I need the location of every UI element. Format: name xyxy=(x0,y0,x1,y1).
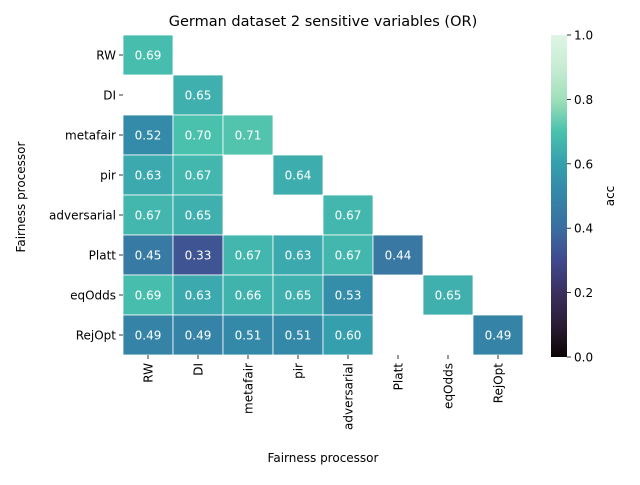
heatmap-cell xyxy=(222,234,274,276)
cell-value-label: 0.52 xyxy=(135,129,162,143)
cell-value-label: 0.44 xyxy=(385,249,412,263)
cell-value-label: 0.60 xyxy=(335,329,362,343)
cell-value-label: 0.33 xyxy=(185,249,212,263)
heatmap-cell xyxy=(422,274,474,316)
y-tick-label: eqOdds xyxy=(70,289,116,303)
colorbar-tick-label: 0.0 xyxy=(574,351,593,365)
cell-value-label: 0.70 xyxy=(185,129,212,143)
heatmap-cell xyxy=(322,194,374,236)
cell-value-label: 0.66 xyxy=(235,289,262,303)
cell-value-label: 0.53 xyxy=(335,289,362,303)
x-axis-label: Fairness processor xyxy=(268,451,379,465)
colorbar xyxy=(551,35,567,357)
y-tick-label: adversarial xyxy=(49,209,116,223)
heatmap-cell xyxy=(322,314,374,356)
cell-value-label: 0.63 xyxy=(185,289,212,303)
y-tick-label: Platt xyxy=(89,249,117,263)
x-tick-label: Platt xyxy=(392,363,406,391)
cell-value-label: 0.65 xyxy=(185,89,212,103)
cell-value-label: 0.67 xyxy=(185,169,212,183)
heatmap-cell xyxy=(222,274,274,316)
cell-value-label: 0.67 xyxy=(135,209,162,223)
y-tick-label: metafair xyxy=(65,129,116,143)
cell-value-label: 0.71 xyxy=(235,129,262,143)
heatmap-cell xyxy=(172,74,224,116)
cell-value-label: 0.51 xyxy=(235,329,262,343)
y-tick-label: pir xyxy=(100,169,116,183)
heatmap-cell xyxy=(172,274,224,316)
heatmap-cell xyxy=(372,234,424,276)
x-tick-label: RejOpt xyxy=(492,363,506,404)
y-tick-label: DI xyxy=(103,89,116,103)
heatmap-cells: 0.69 0.65 0.52 0.70 0.71 0.63 0.67 0.64 0.67 0.65… xyxy=(122,34,524,356)
heatmap-cell xyxy=(122,34,174,76)
y-tick-label: RW xyxy=(96,49,116,63)
cell-value-label: 0.49 xyxy=(135,329,162,343)
cell-value-label: 0.45 xyxy=(135,249,162,263)
y-tick-label: RejOpt xyxy=(76,329,117,343)
heatmap-cell xyxy=(222,114,274,156)
colorbar-tick-label: 1.0 xyxy=(574,29,593,43)
heatmap-cell xyxy=(272,274,324,316)
cell-value-label: 0.49 xyxy=(485,329,512,343)
cell-value-label: 0.67 xyxy=(335,249,362,263)
y-axis-label: Fairness processor xyxy=(14,141,28,252)
heatmap-cell xyxy=(272,314,324,356)
heatmap-cell xyxy=(172,314,224,356)
heatmap-cell xyxy=(122,234,174,276)
cell-value-label: 0.63 xyxy=(135,169,162,183)
x-tick-label: metafair xyxy=(242,363,256,414)
cell-value-label: 0.63 xyxy=(285,249,312,263)
heatmap-cell xyxy=(122,114,174,156)
x-tick-label: DI xyxy=(192,363,206,376)
heatmap-cell xyxy=(322,274,374,316)
colorbar-tick-label: 0.4 xyxy=(574,222,593,236)
cell-value-label: 0.49 xyxy=(185,329,212,343)
cell-value-label: 0.64 xyxy=(285,169,312,183)
y-axis-ticks: RW DI metafair pir adversarial Platt eqOdds Rej… xyxy=(49,49,123,343)
x-tick-label: adversarial xyxy=(342,363,356,430)
colorbar-label: acc xyxy=(603,186,617,207)
colorbar-tick-label: 0.6 xyxy=(574,157,593,171)
x-axis-ticks: RW DI metafair pir adversarial Platt eqOdds Rej… xyxy=(142,355,506,430)
chart-title: German dataset 2 sensitive variables (OR… xyxy=(169,14,477,30)
cell-value-label: 0.69 xyxy=(135,289,162,303)
heatmap-cell xyxy=(472,314,524,356)
heatmap-cell xyxy=(322,234,374,276)
x-tick-label: RW xyxy=(142,363,156,383)
cell-value-label: 0.69 xyxy=(135,49,162,63)
colorbar-ticks: 0.0 0.2 0.4 0.6 0.8 1.0 xyxy=(567,29,593,365)
cell-value-label: 0.65 xyxy=(285,289,312,303)
colorbar-tick-label: 0.2 xyxy=(574,286,593,300)
x-tick-label: pir xyxy=(292,363,306,379)
cell-value-label: 0.65 xyxy=(435,289,462,303)
cell-value-label: 0.65 xyxy=(185,209,212,223)
cell-value-label: 0.67 xyxy=(235,249,262,263)
heatmap-cell xyxy=(272,154,324,196)
cell-value-label: 0.67 xyxy=(335,209,362,223)
colorbar-tick-label: 0.8 xyxy=(574,93,593,107)
x-tick-label: eqOdds xyxy=(442,363,456,409)
cell-value-label: 0.51 xyxy=(285,329,312,343)
heatmap-cell xyxy=(172,194,224,236)
